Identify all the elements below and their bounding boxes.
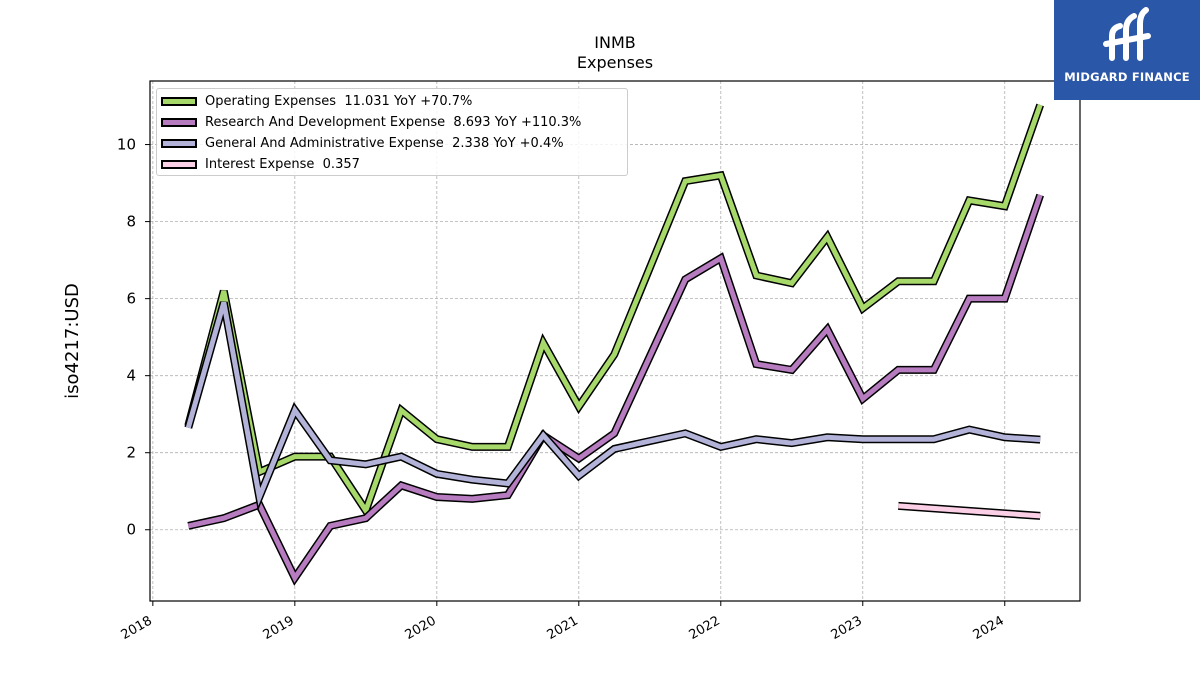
x-tick-label: 2021 [545, 613, 581, 643]
y-tick-label: 2 [126, 444, 136, 462]
legend-label: Operating Expenses 11.031 YoY +70.7% [205, 93, 473, 109]
plot-frame [149, 80, 1081, 602]
series-line-interest-expense [898, 503, 1041, 519]
chart-title: INMB [594, 33, 635, 52]
x-tick-label: 2024 [971, 613, 1007, 643]
legend-item-interest-expense: Interest Expense 0.357 [161, 154, 360, 174]
y-axis-label: iso4217:USD [62, 283, 83, 399]
legend-swatch-general-and-administrative [161, 138, 197, 148]
series-layer [184, 103, 1044, 586]
x-tick-label: 2023 [829, 613, 865, 643]
legend: Operating Expenses 11.031 YoY +70.7% Res… [156, 88, 628, 176]
y-tick-label: 0 [126, 521, 136, 539]
legend-item-operating-expenses: Operating Expenses 11.031 YoY +70.7% [161, 91, 472, 111]
legend-item-general-and-administrative: General And Administrative Expense 2.338… [161, 133, 564, 153]
y-tick-label: 6 [126, 290, 136, 308]
legend-swatch-operating-expenses [161, 96, 197, 106]
y-tick-label: 8 [126, 213, 136, 231]
x-tick-label: 2020 [403, 613, 439, 643]
series-line-research-and-development-expense [187, 194, 1043, 583]
chart-subtitle: Expenses [577, 53, 653, 72]
legend-label: Research And Development Expense 8.693 Y… [205, 114, 582, 130]
legend-item-research-and-development: Research And Development Expense 8.693 Y… [161, 112, 581, 132]
y-tick-label: 10 [117, 136, 136, 154]
brand-logo-text: MIDGARD FINANCE [1064, 70, 1190, 84]
legend-label: General And Administrative Expense 2.338… [205, 135, 564, 151]
series-outline-research-and-development-expense [187, 193, 1044, 586]
x-tick-label: 2018 [119, 613, 155, 643]
series-outline-general-and-administrative-expense [184, 301, 1041, 512]
x-tick-label: 2022 [687, 613, 723, 643]
series-line-general-and-administrative-expense [185, 301, 1041, 506]
legend-label: Interest Expense 0.357 [205, 156, 360, 172]
brand-mark-icon [1103, 7, 1151, 61]
brand-logo: MIDGARD FINANCE [1054, 0, 1200, 100]
legend-swatch-interest-expense [161, 159, 197, 169]
x-tick-label: 2019 [261, 613, 297, 643]
y-tick-label: 4 [126, 367, 136, 385]
legend-swatch-research-and-development [161, 117, 197, 127]
